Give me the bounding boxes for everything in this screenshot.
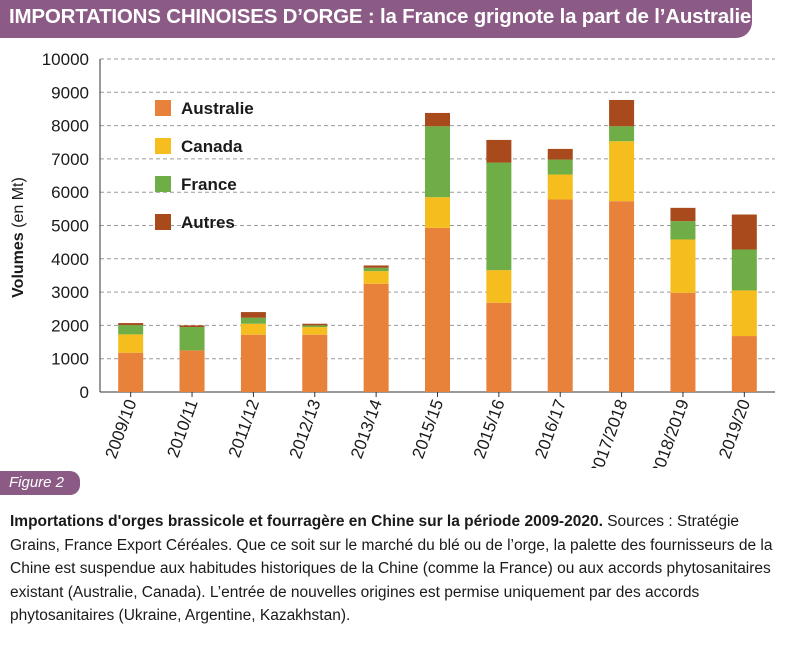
legend-label-france: France [181, 175, 237, 194]
y-tick-label: 4000 [51, 250, 89, 269]
bar-segment-australie [118, 352, 144, 392]
bar-segment-australie [547, 199, 573, 392]
legend-label-canada: Canada [181, 137, 243, 156]
x-tick-label: 2012/13 [286, 397, 325, 461]
bar-segment-autres [363, 265, 389, 268]
x-tick-label: 2017/2018 [586, 397, 631, 468]
bar-segment-australie [179, 350, 205, 392]
bar-segment-canada [731, 290, 757, 337]
bar-segment-australie [731, 336, 757, 392]
bar-segment-autres [670, 207, 696, 222]
y-tick-label: 10000 [42, 50, 89, 69]
bar-segment-france [486, 162, 512, 271]
bar-segment-autres [302, 323, 328, 326]
y-tick-label: 5000 [51, 217, 89, 236]
bar-segment-france [425, 126, 450, 198]
bar-segment-canada [547, 174, 573, 200]
stacked-bar-chart: 0 1000 2000 3000 4000 5000 6000 7000 8000 9000 100… [10, 50, 775, 468]
caption-lead: Importations d'orges brassicole et fourr… [10, 513, 603, 530]
bar-segment-france [118, 325, 144, 335]
bar-segment-canada [425, 197, 450, 228]
figure-caption: Importations d'orges brassicole et fourr… [10, 510, 792, 628]
x-tick-label: 2009/10 [102, 397, 141, 461]
bar-segment-australie [363, 283, 389, 392]
bar-segment-france [609, 126, 635, 142]
bar-segment-france [240, 317, 266, 324]
bar-segment-france [731, 249, 757, 291]
bar-segment-autres [425, 112, 450, 127]
y-tick-label: 7000 [51, 150, 89, 169]
bar-segment-canada [670, 239, 696, 293]
y-tick-label: 0 [80, 383, 89, 402]
chart-title: IMPORTATIONS CHINOISES D’ORGE : la Franc… [9, 5, 751, 29]
x-tick-label: 2013/14 [347, 397, 386, 461]
bar-segment-france [302, 325, 328, 328]
y-tick-label: 6000 [51, 183, 89, 202]
bar-segment-autres [486, 139, 512, 163]
y-tick-label: 1000 [51, 350, 89, 369]
title-part-2: la France grignote la part de l’Australi… [379, 5, 752, 28]
bar-segment-canada [240, 323, 266, 335]
figure-tag: Figure 2 [0, 471, 80, 495]
bar-segment-australie [240, 334, 266, 392]
legend-label-australie: Australie [181, 99, 254, 118]
bar-segment-australie [302, 334, 328, 392]
bar-segment-autres [179, 325, 205, 328]
bar-segment-canada [609, 141, 635, 202]
bar-segment-france [547, 159, 573, 175]
y-axis-title-unit: (en Mt) [10, 177, 27, 228]
bar-segment-australie [425, 227, 450, 392]
legend-swatch-autres [155, 214, 171, 230]
bar-segment-france [179, 327, 205, 351]
legend-swatch-france [155, 176, 171, 192]
legend-swatch-canada [155, 138, 171, 154]
bar-segment-canada [302, 327, 328, 335]
bar-segment-france [670, 221, 696, 240]
y-tick-label: 9000 [51, 83, 89, 102]
bar-segment-canada [118, 334, 144, 353]
x-tick-label: 2015/16 [470, 397, 509, 461]
bar-segment-autres [118, 323, 144, 326]
title-part-1: IMPORTATIONS CHINOISES D’ORGE : [9, 5, 375, 28]
x-tick-label: 2016/17 [531, 397, 570, 461]
figure-label: Figure 2 [9, 474, 65, 491]
bar-segment-autres [240, 312, 266, 318]
legend-swatch-australie [155, 100, 171, 116]
x-tick-label: 2019/20 [715, 397, 754, 461]
bar-segment-autres [609, 99, 635, 127]
caption-body: Sources : Stratégie Grains, France Expor… [10, 513, 773, 625]
y-axis-title-main: Volumes [10, 228, 27, 298]
y-tick-label: 8000 [51, 117, 89, 136]
x-tick-label: 2010/11 [163, 397, 201, 460]
x-tick-label: 2018/2019 [647, 397, 692, 468]
legend-label-autres: Autres [181, 213, 235, 232]
bar-segment-autres [547, 148, 573, 160]
x-tick-label: 2015/15 [408, 397, 447, 461]
bar-segment-australie [609, 201, 635, 392]
bar-segment-canada [486, 270, 512, 303]
bar-segment-canada [363, 271, 389, 284]
y-tick-label: 2000 [51, 316, 89, 335]
y-tick-label: 3000 [51, 283, 89, 302]
bar-segment-australie [670, 292, 696, 392]
title-banner: IMPORTATIONS CHINOISES D’ORGE : la Franc… [0, 0, 752, 38]
bar-segment-autres [731, 214, 757, 250]
x-tick-label: 2011/12 [225, 397, 263, 460]
y-axis-title: Volumes (en Mt) [10, 177, 27, 298]
bar-segment-australie [486, 302, 512, 392]
bar-segment-france [363, 267, 389, 272]
